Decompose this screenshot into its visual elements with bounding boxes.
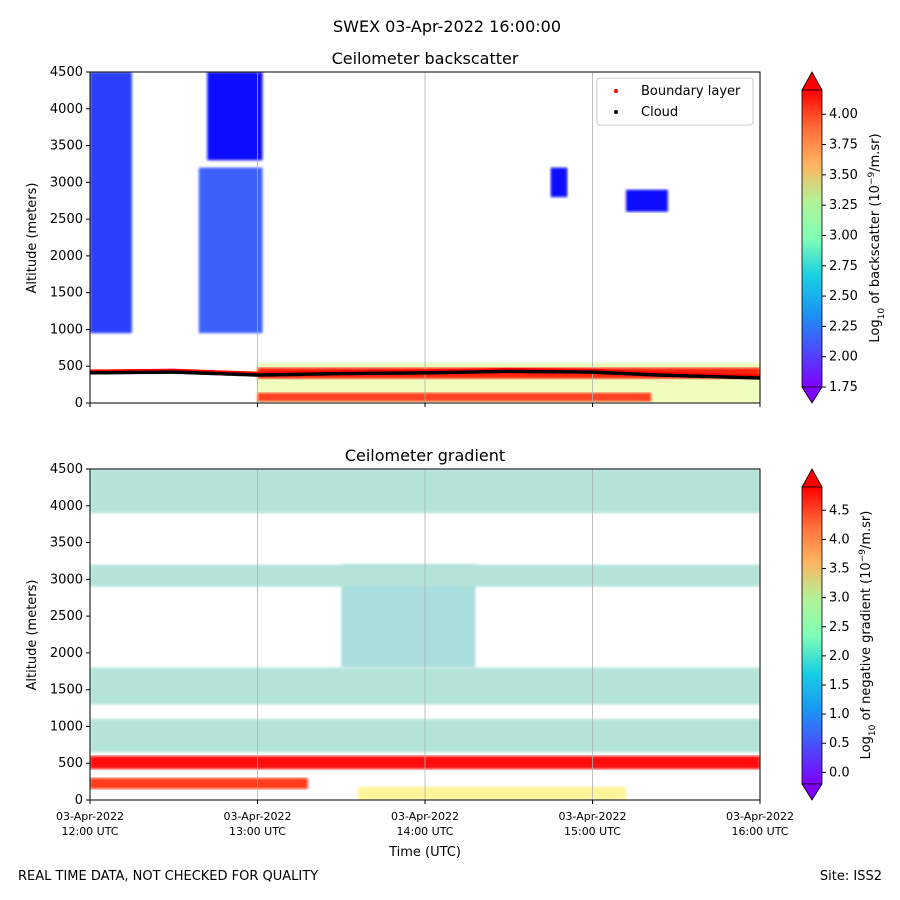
colorbar-tick-label: 1.75 <box>829 380 858 395</box>
y-tick-label: 0 <box>75 793 83 808</box>
y-tick-label: 0 <box>75 396 83 411</box>
cloud-series <box>90 369 760 380</box>
gradient-colorbar-label: Log10 of negative gradient (10−9/m.sr) <box>858 511 878 760</box>
colorbar-tick-label: 4.00 <box>829 107 858 122</box>
y-tick-label: 4000 <box>50 102 83 117</box>
y-tick-label: 3500 <box>50 536 83 551</box>
heatmap-region-2 <box>90 777 308 789</box>
legend-marker-boundary-layer <box>614 89 618 93</box>
figure-suptitle: SWEX 03-Apr-2022 16:00:00 <box>333 17 561 36</box>
y-tick-label: 1000 <box>50 322 83 337</box>
heatmap-region-4 <box>257 367 760 379</box>
colorbar-tick-label: 4.5 <box>829 503 850 518</box>
y-tick-label: 4000 <box>50 499 83 514</box>
x-tick-time: 15:00 UTC <box>564 825 621 838</box>
site-label: Site: ISS2 <box>819 869 882 884</box>
colorbar-tick-label: 3.75 <box>829 138 858 153</box>
legend-marker-cloud <box>614 110 618 114</box>
x-tick-date: 03-Apr-2022 <box>391 810 459 823</box>
y-tick-label: 3000 <box>50 572 83 587</box>
x-tick-time: 14:00 UTC <box>396 825 453 838</box>
y-tick-label: 500 <box>58 756 83 771</box>
colorbar-tick-label: 4.0 <box>829 532 850 547</box>
colorbar-tick-label: 3.00 <box>829 228 858 243</box>
x-tick-date: 03-Apr-2022 <box>223 810 291 823</box>
backscatter-ylabel: Altitude (meters) <box>25 183 40 294</box>
y-tick-label: 2500 <box>50 609 83 624</box>
heatmap-region-7 <box>626 189 668 212</box>
x-axis-label: Time (UTC) <box>388 845 461 860</box>
backscatter-colorbar: 1.75 2.00 2.25 2.50 2.75 3.00 3.25 3.50 3.75 4.00… <box>801 71 887 404</box>
x-tick-date: 03-Apr-2022 <box>56 810 124 823</box>
colorbar-tick-label: 2.25 <box>829 319 858 334</box>
legend-label-boundary-layer: Boundary layer <box>641 84 741 99</box>
y-tick-label: 1500 <box>50 286 83 301</box>
y-tick-label: 3500 <box>50 139 83 154</box>
heatmap-region-3 <box>358 786 626 800</box>
colorbar-tick-label: 3.0 <box>829 591 850 606</box>
colorbar-tick-label: 1.0 <box>829 707 850 722</box>
backscatter-title: Ceilometer backscatter <box>332 49 519 68</box>
colorbar-tick-label: 2.0 <box>829 649 850 664</box>
gradient-colorbar: 0.0 0.5 1.0 1.5 2.0 2.5 3.0 3.5 4.0 4.5 Log10 of … <box>801 468 878 801</box>
y-tick-label: 2000 <box>50 646 83 661</box>
colorbar-tick-label: 1.5 <box>829 678 850 693</box>
x-tick-time: 13:00 UTC <box>229 825 286 838</box>
y-tick-label: 4500 <box>50 65 83 80</box>
y-tick-label: 3000 <box>50 175 83 190</box>
heatmap-region-2 <box>207 72 263 161</box>
gradient-panel: Ceilometer gradient 0 500 1000 1500 2000 2500… <box>25 446 878 860</box>
x-tick-time: 16:00 UTC <box>731 825 788 838</box>
colorbar-tick-label: 3.5 <box>829 562 850 577</box>
colorbar-tick-label: 0.0 <box>829 765 850 780</box>
heatmap-region-1 <box>198 167 263 334</box>
y-tick-label: 4500 <box>50 462 83 477</box>
gradient-title: Ceilometer gradient <box>345 446 505 465</box>
x-tick-time: 12:00 UTC <box>61 825 118 838</box>
colorbar-tick-label: 0.5 <box>829 736 850 751</box>
colorbar-tick-label: 2.75 <box>829 259 858 274</box>
heatmap-region-0 <box>90 72 132 334</box>
y-tick-label: 500 <box>58 359 83 374</box>
y-tick-label: 2500 <box>50 212 83 227</box>
heatmap-region-6 <box>550 167 568 198</box>
quality-disclaimer: REAL TIME DATA, NOT CHECKED FOR QUALITY <box>18 869 319 884</box>
colorbar-tick-label: 2.5 <box>829 620 850 635</box>
backscatter-panel: Ceilometer backscatter 0 500 1000 1500 2000 2… <box>25 49 887 411</box>
x-tick-date: 03-Apr-2022 <box>726 810 794 823</box>
colorbar-tick-label: 3.25 <box>829 198 858 213</box>
backscatter-legend: Boundary layer Cloud <box>596 77 754 126</box>
colorbar-tick-label: 2.00 <box>829 350 858 365</box>
y-tick-label: 1000 <box>50 719 83 734</box>
heatmap-region-5 <box>257 392 652 402</box>
x-tick-date: 03-Apr-2022 <box>558 810 626 823</box>
backscatter-colorbar-label: Log10 of backscatter (10−9/m.sr) <box>867 133 887 342</box>
y-tick-label: 2000 <box>50 249 83 264</box>
gradient-ylabel: Altitude (meters) <box>25 580 40 691</box>
legend-label-cloud: Cloud <box>641 105 678 120</box>
colorbar-tick-label: 2.50 <box>829 289 858 304</box>
colorbar-tick-label: 3.50 <box>829 168 858 183</box>
y-tick-label: 1500 <box>50 683 83 698</box>
cloud-point <box>757 376 760 380</box>
